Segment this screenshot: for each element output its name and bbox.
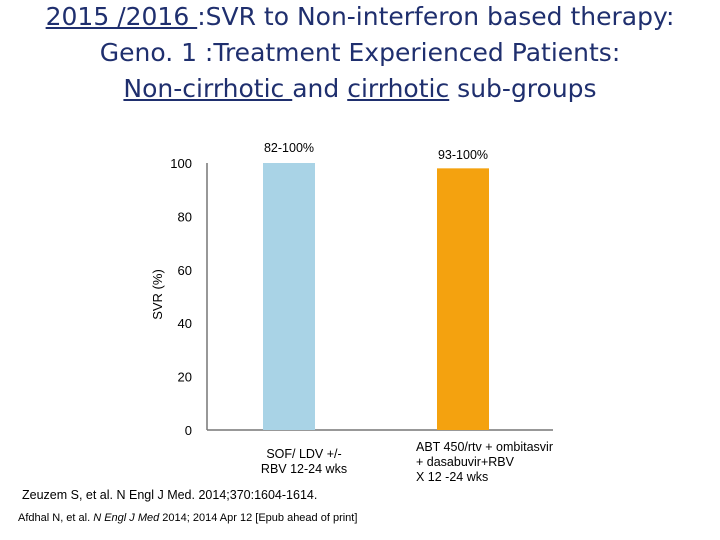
title-years: 2015 /2016 — [45, 2, 198, 31]
y-tick-label: 80 — [178, 209, 192, 224]
reference-afdhal: Afdhal N, et al. N Engl J Med 2014; 2014… — [18, 512, 357, 524]
x-category-label: SOF/ LDV +/- — [266, 447, 341, 461]
reference-afdhal-date: 2014; 2014 Apr 12 [Epub ahead of print] — [159, 512, 358, 524]
slide-title-line3: Non-cirrhotic and cirrhotic sub-groups — [0, 72, 720, 106]
title-subgroups: sub-groups — [449, 74, 597, 103]
y-tick-label: 0 — [185, 423, 192, 438]
bar-1 — [263, 163, 315, 430]
title-text: :SVR to Non-interferon based therapy: — [197, 2, 675, 31]
title-cirrhotic: cirrhotic — [347, 74, 450, 103]
slide-title-line2: Geno. 1 :Treatment Experienced Patients: — [99, 38, 621, 67]
bar-value-label: 82-100% — [264, 141, 314, 155]
reference-afdhal-authors: Afdhal N, et al. — [18, 512, 94, 524]
y-tick-label: 40 — [178, 316, 192, 331]
y-axis-label: SVR (%) — [150, 269, 165, 320]
y-tick-label: 20 — [178, 370, 192, 385]
x-category-label: ABT 450/rtv + ombitasvir — [416, 440, 553, 454]
title-non-cirrhotic: Non-cirrhotic — [123, 74, 293, 103]
x-category-label: + dasabuvir+RBV — [416, 455, 515, 469]
reference-zeuzem: Zeuzem S, et al. N Engl J Med. 2014;370:… — [22, 488, 318, 502]
y-tick-label: 100 — [170, 156, 192, 171]
bar-2 — [437, 168, 489, 430]
x-category-label: RBV 12-24 wks — [261, 462, 347, 476]
bar-value-label: 93-100% — [438, 148, 488, 162]
reference-afdhal-journal: N Engl J Med — [93, 512, 160, 524]
y-tick-label: 60 — [178, 263, 192, 278]
x-category-label: X 12 -24 wks — [416, 470, 488, 484]
slide-title-line1: 2015 /2016 :SVR to Non-interferon based … — [0, 0, 720, 34]
title-and: and — [292, 74, 348, 103]
